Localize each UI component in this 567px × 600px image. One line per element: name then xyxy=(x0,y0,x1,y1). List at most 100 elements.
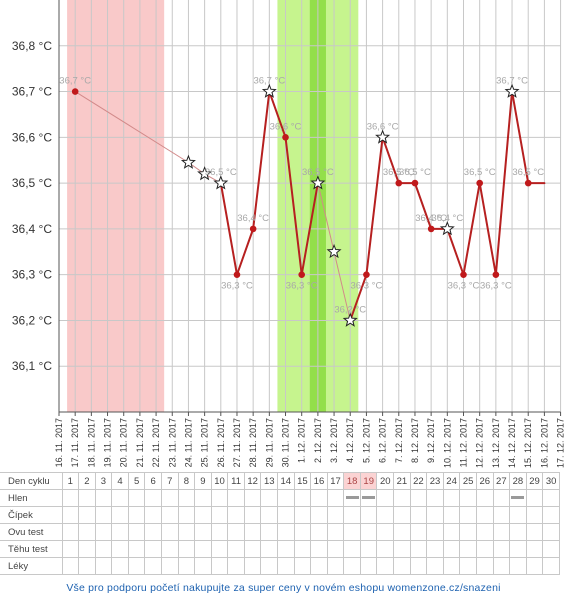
symptom-cell[interactable] xyxy=(492,523,511,541)
symptom-cell[interactable] xyxy=(492,540,511,558)
symptom-cell[interactable] xyxy=(194,506,212,524)
symptom-cell[interactable] xyxy=(326,489,345,507)
symptom-cell[interactable] xyxy=(127,489,146,507)
symptom-cell[interactable] xyxy=(376,557,395,575)
symptom-cell[interactable] xyxy=(475,540,494,558)
symptom-cell[interactable] xyxy=(177,506,196,524)
symptom-cell[interactable] xyxy=(127,523,146,541)
symptom-cell[interactable] xyxy=(442,557,461,575)
symptom-cell[interactable] xyxy=(210,540,229,558)
symptom-cell[interactable] xyxy=(177,540,196,558)
symptom-cell[interactable] xyxy=(459,540,477,558)
symptom-cell[interactable] xyxy=(525,489,544,507)
symptom-cell[interactable] xyxy=(459,557,477,575)
symptom-cell[interactable] xyxy=(376,540,395,558)
symptom-cell[interactable] xyxy=(260,506,279,524)
symptom-cell[interactable] xyxy=(177,523,196,541)
symptom-cell[interactable] xyxy=(194,557,212,575)
symptom-cell[interactable] xyxy=(542,540,560,558)
symptom-cell[interactable] xyxy=(260,523,279,541)
symptom-cell[interactable] xyxy=(61,540,80,558)
symptom-cell[interactable] xyxy=(310,540,328,558)
symptom-cell[interactable] xyxy=(326,557,345,575)
symptom-cell[interactable] xyxy=(509,489,527,507)
symptom-cell[interactable] xyxy=(359,506,378,524)
symptom-cell[interactable] xyxy=(293,489,312,507)
symptom-cell[interactable] xyxy=(393,557,411,575)
symptom-cell[interactable] xyxy=(509,557,527,575)
symptom-cell[interactable] xyxy=(111,540,129,558)
symptom-cell[interactable] xyxy=(94,557,113,575)
symptom-cell[interactable] xyxy=(359,540,378,558)
symptom-cell[interactable] xyxy=(326,523,345,541)
symptom-cell[interactable] xyxy=(127,506,146,524)
symptom-cell[interactable] xyxy=(160,489,179,507)
symptom-cell[interactable] xyxy=(210,523,229,541)
symptom-cell[interactable] xyxy=(509,540,527,558)
symptom-cell[interactable] xyxy=(177,557,196,575)
symptom-cell[interactable] xyxy=(227,523,245,541)
symptom-cell[interactable] xyxy=(260,557,279,575)
symptom-cell[interactable] xyxy=(227,557,245,575)
symptom-cell[interactable] xyxy=(194,540,212,558)
symptom-cell[interactable] xyxy=(94,506,113,524)
symptom-cell[interactable] xyxy=(61,557,80,575)
symptom-cell[interactable] xyxy=(293,540,312,558)
symptom-cell[interactable] xyxy=(194,523,212,541)
symptom-cell[interactable] xyxy=(61,523,80,541)
symptom-cell[interactable] xyxy=(78,489,96,507)
symptom-cell[interactable] xyxy=(475,489,494,507)
symptom-cell[interactable] xyxy=(343,489,361,507)
symptom-cell[interactable] xyxy=(243,523,262,541)
symptom-cell[interactable] xyxy=(343,540,361,558)
symptom-cell[interactable] xyxy=(94,489,113,507)
symptom-cell[interactable] xyxy=(277,540,295,558)
symptom-cell[interactable] xyxy=(492,557,511,575)
symptom-cell[interactable] xyxy=(409,489,428,507)
symptom-cell[interactable] xyxy=(277,523,295,541)
symptom-cell[interactable] xyxy=(243,489,262,507)
symptom-cell[interactable] xyxy=(61,489,80,507)
symptom-cell[interactable] xyxy=(525,506,544,524)
symptom-cell[interactable] xyxy=(227,540,245,558)
symptom-cell[interactable] xyxy=(78,557,96,575)
symptom-cell[interactable] xyxy=(409,540,428,558)
symptom-cell[interactable] xyxy=(525,540,544,558)
symptom-cell[interactable] xyxy=(277,506,295,524)
symptom-cell[interactable] xyxy=(459,506,477,524)
symptom-cell[interactable] xyxy=(293,523,312,541)
symptom-cell[interactable] xyxy=(277,489,295,507)
symptom-cell[interactable] xyxy=(144,506,162,524)
symptom-cell[interactable] xyxy=(376,523,395,541)
symptom-cell[interactable] xyxy=(442,523,461,541)
symptom-cell[interactable] xyxy=(227,489,245,507)
symptom-cell[interactable] xyxy=(78,506,96,524)
symptom-cell[interactable] xyxy=(210,557,229,575)
symptom-cell[interactable] xyxy=(310,489,328,507)
symptom-cell[interactable] xyxy=(160,557,179,575)
symptom-cell[interactable] xyxy=(243,557,262,575)
symptom-cell[interactable] xyxy=(343,523,361,541)
symptom-cell[interactable] xyxy=(326,506,345,524)
symptom-cell[interactable] xyxy=(542,489,560,507)
symptom-cell[interactable] xyxy=(359,557,378,575)
symptom-cell[interactable] xyxy=(111,489,129,507)
symptom-cell[interactable] xyxy=(111,506,129,524)
symptom-cell[interactable] xyxy=(409,523,428,541)
symptom-cell[interactable] xyxy=(293,506,312,524)
symptom-cell[interactable] xyxy=(525,523,544,541)
symptom-cell[interactable] xyxy=(310,506,328,524)
symptom-cell[interactable] xyxy=(442,540,461,558)
symptom-cell[interactable] xyxy=(393,540,411,558)
symptom-cell[interactable] xyxy=(376,506,395,524)
symptom-cell[interactable] xyxy=(459,489,477,507)
symptom-cell[interactable] xyxy=(409,557,428,575)
symptom-cell[interactable] xyxy=(426,557,444,575)
symptom-cell[interactable] xyxy=(111,523,129,541)
symptom-cell[interactable] xyxy=(227,506,245,524)
symptom-cell[interactable] xyxy=(542,506,560,524)
symptom-cell[interactable] xyxy=(492,506,511,524)
symptom-cell[interactable] xyxy=(542,523,560,541)
symptom-cell[interactable] xyxy=(144,489,162,507)
symptom-cell[interactable] xyxy=(144,540,162,558)
